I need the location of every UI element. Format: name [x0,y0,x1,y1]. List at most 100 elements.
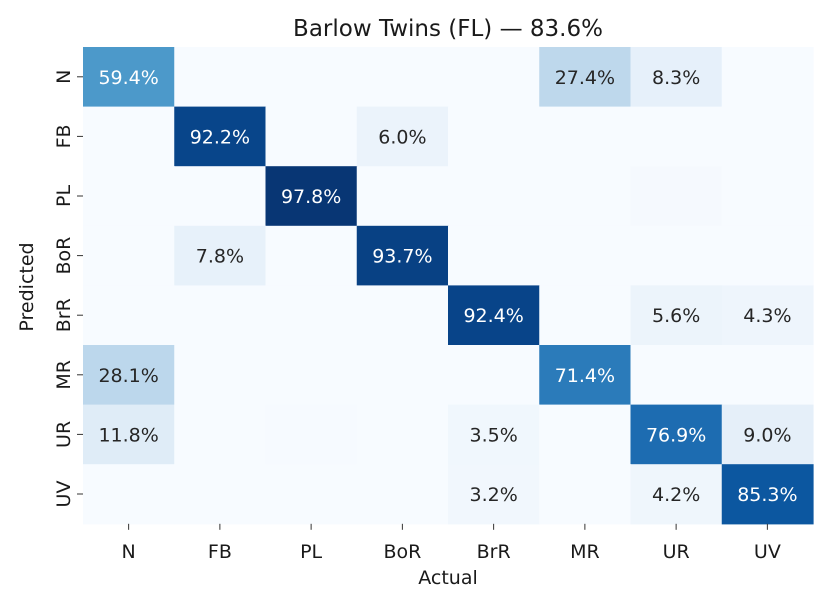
heatmap-cell-UV-MR [539,464,632,525]
heatmap-cell-BrR-FB [174,285,267,346]
chart-title: Barlow Twins (FL) — 83.6% [293,16,603,42]
cell-value-MR-MR: 71.4% [555,365,615,387]
cell-value-FB-BoR: 6.0% [378,126,426,148]
heatmap-cell-UV-UR [630,464,723,525]
cell-value-UV-UR: 4.2% [652,484,700,506]
heatmap-cell-labels: 59.4% 27.4% 8.3% 92.2% 6.0% 97.8% 7.8% 93.7% 92.… [98,67,797,506]
heatmap-cell-MR-MR [539,345,632,406]
cell-value-BrR-UV: 4.3% [743,305,791,327]
cell-value-N-MR: 27.4% [555,67,615,89]
heatmap-cell-BrR-UV [721,285,814,346]
cell-value-UR-N: 11.8% [98,424,158,446]
heatmap-cell-BrR-MR [539,285,632,346]
x-tick-label-BoR: BoR [383,541,421,563]
heatmap-cell-UR-FB [174,404,267,465]
heatmap-cell-PL-MR [539,166,632,227]
heatmap-cell-PL-N [83,166,175,227]
heatmap-cell-N-PL [265,47,358,108]
heatmap-cell-N-UR [630,47,723,108]
heatmap-cell-BoR-N [83,225,175,286]
heatmap-cell-N-FB [174,47,267,108]
heatmap-cell-BoR-PL [265,225,358,286]
cell-value-PL-PL: 97.8% [281,186,341,208]
heatmap-cell-UR-BoR [356,404,449,465]
cell-value-UR-UV: 9.0% [743,424,791,446]
cell-value-N-N: 59.4% [98,67,158,89]
heatmap-cell-FB-PL [265,106,358,167]
heatmap-cell-N-UV [721,47,814,108]
heatmap-cell-UR-UV [721,404,814,465]
heatmap-cell-PL-UV [721,166,814,227]
heatmap-cell-FB-UR [630,106,723,167]
y-tick-label-FB: FB [53,124,75,148]
heatmap-cell-UR-BrR [448,404,540,465]
heatmap-cell-BoR-UV [721,225,814,286]
heatmap-cell-PL-UR [630,166,723,227]
heatmap-cell-N-BoR [356,47,449,108]
x-tick-label-UV: UV [754,541,781,563]
heatmap-cell-N-BrR [448,47,540,108]
heatmap-cell-UR-UR [630,404,723,465]
heatmap-cell-FB-UV [721,106,814,167]
heatmap-cell-UR-MR [539,404,632,465]
y-tick-label-UV: UV [53,481,75,508]
y-tick-label-PL: PL [53,185,75,207]
heatmap-cell-BrR-BrR [448,285,540,346]
heatmap-cell-UV-BrR [448,464,540,525]
x-tick-label-FB: FB [208,541,232,563]
heatmap-cell-FB-FB [174,106,267,167]
heatmap-cell-BoR-FB [174,225,267,286]
heatmap-cell-UR-PL [265,404,358,465]
x-tick-label-PL: PL [300,541,322,563]
heatmap-cell-BoR-MR [539,225,632,286]
y-axis-label: Predicted [16,242,38,331]
heatmap-cell-BoR-BoR [356,225,449,286]
heatmap-cell-PL-PL [265,166,358,227]
y-tick-label-BrR: BrR [53,298,75,332]
heatmap-cell-UV-N [83,464,175,525]
x-tick-label-N: N [122,541,136,563]
heatmap-cell-UV-FB [174,464,267,525]
heatmap-cell-BrR-PL [265,285,358,346]
cell-value-FB-FB: 92.2% [190,126,250,148]
heatmap-cell-MR-UR [630,345,723,406]
heatmap-cell-PL-BoR [356,166,449,227]
y-tick-label-BoR: BoR [53,237,75,275]
cell-value-MR-N: 28.1% [98,365,158,387]
x-axis-label: Actual [418,567,478,589]
heatmap-cell-FB-MR [539,106,632,167]
heatmap-cell-BoR-BrR [448,225,540,286]
heatmap-cell-UR-N [83,404,175,465]
cell-value-BoR-FB: 7.8% [196,246,244,268]
y-axis-ticks: N FB PL BoR BrR MR UR UV [53,70,83,508]
x-tick-label-UR: UR [663,541,690,563]
heatmap-cell-UV-UV [721,464,814,525]
cell-value-UR-UR: 76.9% [646,424,706,446]
cell-value-BoR-BoR: 93.7% [372,246,432,268]
cell-value-BrR-UR: 5.6% [652,305,700,327]
cell-value-N-UR: 8.3% [652,67,700,89]
heatmap-cell-N-MR [539,47,632,108]
heatmap-cell-BrR-BoR [356,285,449,346]
heatmap-cell-MR-FB [174,345,267,406]
cell-value-UV-BrR: 3.2% [469,484,517,506]
x-axis-ticks: N FB PL BoR BrR MR UR UV [122,523,781,563]
heatmap-cell-UV-BoR [356,464,449,525]
cell-value-UV-UV: 85.3% [737,484,797,506]
heatmap-cell-MR-UV [721,345,814,406]
heatmap-cell-UV-PL [265,464,358,525]
heatmap-cell-MR-PL [265,345,358,406]
heatmap-cells [83,47,814,525]
heatmap-cell-BoR-UR [630,225,723,286]
cell-value-BrR-BrR: 92.4% [463,305,523,327]
heatmap-cell-MR-BoR [356,345,449,406]
heatmap-cell-PL-BrR [448,166,540,227]
y-tick-label-MR: MR [53,360,75,390]
y-tick-label-UR: UR [53,421,75,448]
heatmap-cell-BrR-UR [630,285,723,346]
y-tick-label-N: N [53,70,75,84]
heatmap-cell-N-N [83,47,175,108]
cell-value-UR-BrR: 3.5% [469,424,517,446]
